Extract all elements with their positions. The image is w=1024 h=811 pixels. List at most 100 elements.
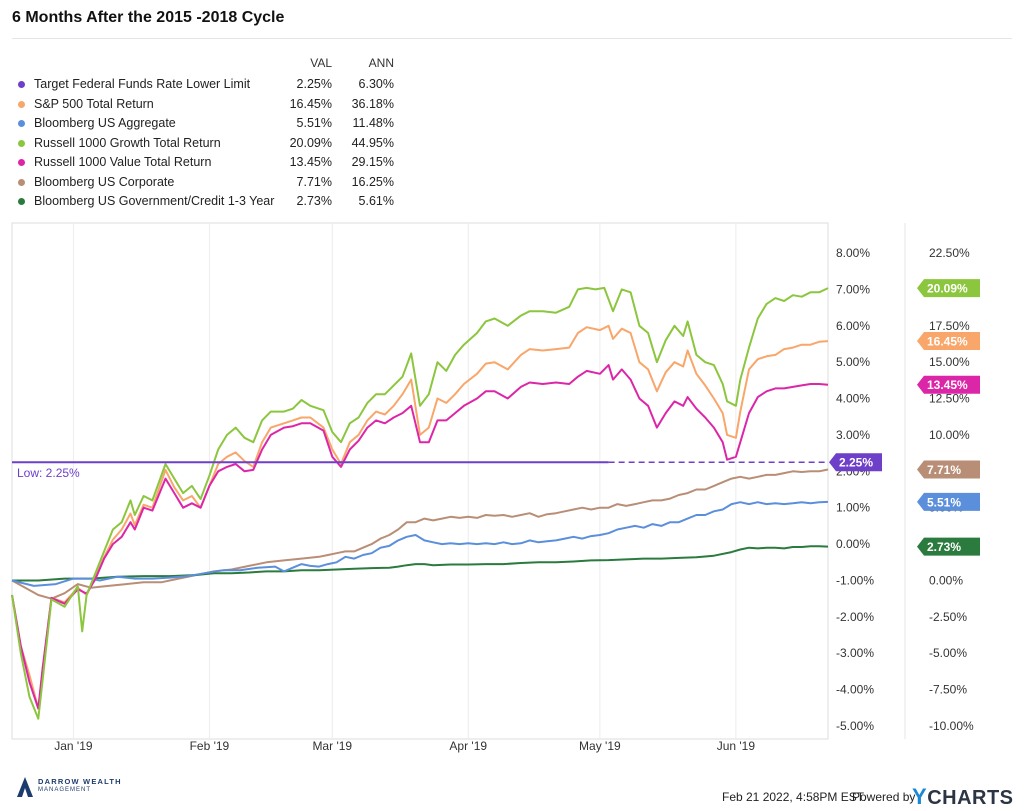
legend-series-name: Bloomberg US Government/Credit 1-3 Year <box>34 194 275 208</box>
legend-series-name: Russell 1000 Growth Total Return <box>34 136 221 150</box>
legend-series-name: Bloomberg US Corporate <box>34 175 175 189</box>
legend-series-ann: 16.25% <box>351 175 394 189</box>
value-tag-label: 7.71% <box>927 463 961 477</box>
legend-series-val: 7.71% <box>296 175 332 189</box>
legend-series-val: 2.25% <box>296 77 332 91</box>
legend-row[interactable]: Target Federal Funds Rate Lower Limit 2.… <box>14 75 414 95</box>
value-tag-bg <box>829 453 882 472</box>
value-tag-bg <box>917 375 980 394</box>
value-tag-label: 2.73% <box>927 540 961 554</box>
legend-row[interactable]: Russell 1000 Growth Total Return 20.09% … <box>14 134 414 154</box>
x-tick-label: Jan '19 <box>54 739 93 753</box>
legend-series-val: 16.45% <box>289 97 332 111</box>
legend-series-name: Target Federal Funds Rate Lower Limit <box>34 77 251 91</box>
series-line <box>11 364 829 710</box>
y-left-tick-label: 0.00% <box>836 537 870 551</box>
series-line <box>11 500 829 587</box>
x-tick-label: Jun '19 <box>717 739 756 753</box>
y-left-tick-label: 6.00% <box>836 319 870 333</box>
legend-series-val: 5.51% <box>296 116 332 130</box>
x-tick-label: Feb '19 <box>190 739 230 753</box>
y-right-tick-label: 12.50% <box>929 392 970 406</box>
legend-row[interactable]: Bloomberg US Corporate 7.71% 16.25% <box>14 173 414 193</box>
legend-dot <box>18 81 25 88</box>
value-tag-bg <box>917 492 980 511</box>
y-left-tick-label: -2.00% <box>836 610 874 624</box>
value-tag-bg <box>917 279 980 298</box>
legend-row[interactable]: Bloomberg US Government/Credit 1-3 Year … <box>14 192 414 212</box>
y-right-tick-label: -2.50% <box>929 610 967 624</box>
ycharts-brand[interactable]: YCHARTS <box>912 784 1014 810</box>
value-tag-bg <box>917 460 980 479</box>
legend-row[interactable]: S&P 500 Total Return 16.45% 36.18% <box>14 95 414 115</box>
series-line <box>12 545 829 582</box>
ycharts-brand-rest: CHARTS <box>927 787 1014 809</box>
legend-dot <box>18 179 25 186</box>
legend-dot <box>18 159 25 166</box>
x-tick-label: Mar '19 <box>312 739 352 753</box>
x-tick-label: May '19 <box>579 739 621 753</box>
legend-series-ann: 5.61% <box>358 194 394 208</box>
value-tag-bg <box>917 537 980 556</box>
footer-powered-by: Powered by <box>852 790 916 804</box>
title-divider <box>12 38 1012 39</box>
y-axis-left: 8.00%7.00%6.00%5.00%4.00%3.00%2.00%1.00%… <box>836 246 874 733</box>
value-tag-label: 13.45% <box>927 378 968 392</box>
legend-dot <box>18 101 25 108</box>
plot-border <box>11 222 829 740</box>
y-right-tick-label: 10.00% <box>929 428 970 442</box>
legend-series-ann: 36.18% <box>351 97 394 111</box>
y-right-tick-label: 15.00% <box>929 355 970 369</box>
chart-title: 6 Months After the 2015 -2018 Cycle <box>12 9 285 26</box>
value-tag-bg <box>917 332 980 351</box>
y-left-tick-label: 4.00% <box>836 392 870 406</box>
legend-series-ann: 44.95% <box>351 136 394 150</box>
value-tag-label: 5.51% <box>927 495 961 509</box>
legend-dot <box>18 140 25 147</box>
series-line <box>11 324 829 710</box>
y-left-tick-label: 5.00% <box>836 355 870 369</box>
legend-series-val: 2.73% <box>296 194 332 208</box>
y-left-tick-label: 8.00% <box>836 246 870 260</box>
y-left-tick-label: -1.00% <box>836 573 874 587</box>
legend-dot <box>18 198 25 205</box>
low-line-label: Low: 2.25% <box>17 466 80 480</box>
logo-line-2: MANAGEMENT <box>38 787 92 793</box>
legend-series-ann: 11.48% <box>352 116 394 130</box>
x-axis: Jan '19 Feb '19 Mar '19 Apr '19 May '19 Jun '… <box>54 739 755 753</box>
legend-row[interactable]: Bloomberg US Aggregate 5.51% 11.48% <box>14 114 414 134</box>
y-left-tick-label: -4.00% <box>836 683 874 697</box>
y-right-tick-label: 0.00% <box>929 573 963 587</box>
legend-series-ann: 6.30% <box>358 77 394 91</box>
value-tag-label: 2.25% <box>839 456 873 470</box>
y-right-tick-label: 22.50% <box>929 246 970 260</box>
value-tag-label: 20.09% <box>927 282 968 296</box>
y-left-tick-label: 1.00% <box>836 501 870 515</box>
y-left-tick-label: 3.00% <box>836 428 870 442</box>
y-left-tick-label: 7.00% <box>836 282 870 296</box>
end-value-tags: 2.25% 20.09% 16.45% 13.45% 7.71% 5.51% 2.73% <box>829 279 980 556</box>
grid <box>11 222 906 740</box>
y-left-tick-label: -5.00% <box>836 719 874 733</box>
y-right-tick-label: -7.50% <box>929 683 967 697</box>
legend-dot <box>18 120 25 127</box>
legend-series-name: Bloomberg US Aggregate <box>34 116 176 130</box>
legend-header-val: VAL <box>310 56 332 70</box>
value-tag-label: 16.45% <box>927 335 968 349</box>
x-tick-label: Apr '19 <box>449 739 487 753</box>
y-right-tick-label: 17.50% <box>929 319 970 333</box>
y-right-tick-label: -10.00% <box>929 719 974 733</box>
footer-timestamp: Feb 21 2022, 4:58PM EST. <box>722 790 867 804</box>
darrow-logo: DARROW WEALTH MANAGEMENT <box>16 774 136 804</box>
legend-row[interactable]: Russell 1000 Value Total Return 13.45% 2… <box>14 153 414 173</box>
series-line <box>11 286 829 720</box>
mountain-logo-icon <box>17 777 33 797</box>
logo-line-1: DARROW WEALTH <box>38 777 122 786</box>
low-reference: Low: 2.25% <box>12 461 828 480</box>
y-axis-right: 22.50%20.00%17.50%15.00%12.50%10.00%7.50… <box>929 246 974 733</box>
ycharts-brand-y: Y <box>912 784 928 809</box>
series-lines <box>11 286 829 720</box>
legend-series-val: 20.09% <box>289 136 332 150</box>
y-right-tick-label: -5.00% <box>929 646 967 660</box>
